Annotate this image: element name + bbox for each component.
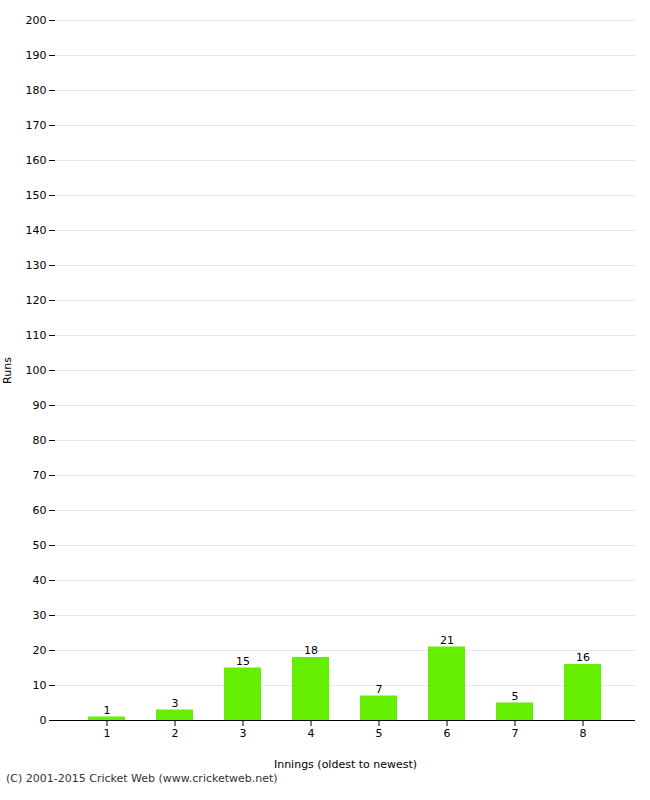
svg-text:3: 3 <box>240 727 247 740</box>
svg-text:1: 1 <box>104 727 111 740</box>
svg-text:15: 15 <box>236 655 250 668</box>
svg-text:150: 150 <box>26 189 47 202</box>
svg-text:3: 3 <box>172 697 179 710</box>
svg-text:0: 0 <box>40 714 47 727</box>
svg-text:2: 2 <box>172 727 179 740</box>
svg-text:50: 50 <box>33 539 47 552</box>
svg-text:130: 130 <box>26 259 47 272</box>
svg-text:8: 8 <box>580 727 587 740</box>
svg-text:90: 90 <box>33 399 47 412</box>
svg-text:60: 60 <box>33 504 47 517</box>
svg-text:Innings (oldest to newest): Innings (oldest to newest) <box>274 758 417 771</box>
svg-text:1: 1 <box>104 704 111 717</box>
svg-text:100: 100 <box>26 364 47 377</box>
svg-text:20: 20 <box>33 644 47 657</box>
svg-text:4: 4 <box>308 727 315 740</box>
svg-text:6: 6 <box>444 727 451 740</box>
svg-text:180: 180 <box>26 84 47 97</box>
svg-text:7: 7 <box>512 727 519 740</box>
svg-text:18: 18 <box>304 644 318 657</box>
svg-text:70: 70 <box>33 469 47 482</box>
svg-text:140: 140 <box>26 224 47 237</box>
svg-text:120: 120 <box>26 294 47 307</box>
svg-text:5: 5 <box>376 727 383 740</box>
svg-text:16: 16 <box>576 651 590 664</box>
svg-text:80: 80 <box>33 434 47 447</box>
svg-text:Runs: Runs <box>1 357 14 384</box>
svg-text:40: 40 <box>33 574 47 587</box>
svg-text:190: 190 <box>26 49 47 62</box>
svg-text:30: 30 <box>33 609 47 622</box>
svg-text:21: 21 <box>440 634 454 647</box>
svg-text:160: 160 <box>26 154 47 167</box>
svg-text:200: 200 <box>26 14 47 27</box>
svg-text:5: 5 <box>512 690 519 703</box>
html-text:(C) 2001-2015 Cricket Web (www: (C) 2001-2015 Cricket Web (www.cricketwe… <box>6 772 278 785</box>
svg-text:170: 170 <box>26 119 47 132</box>
svg-text:110: 110 <box>26 329 47 342</box>
svg-text:10: 10 <box>33 679 47 692</box>
svg-text:7: 7 <box>376 683 383 696</box>
